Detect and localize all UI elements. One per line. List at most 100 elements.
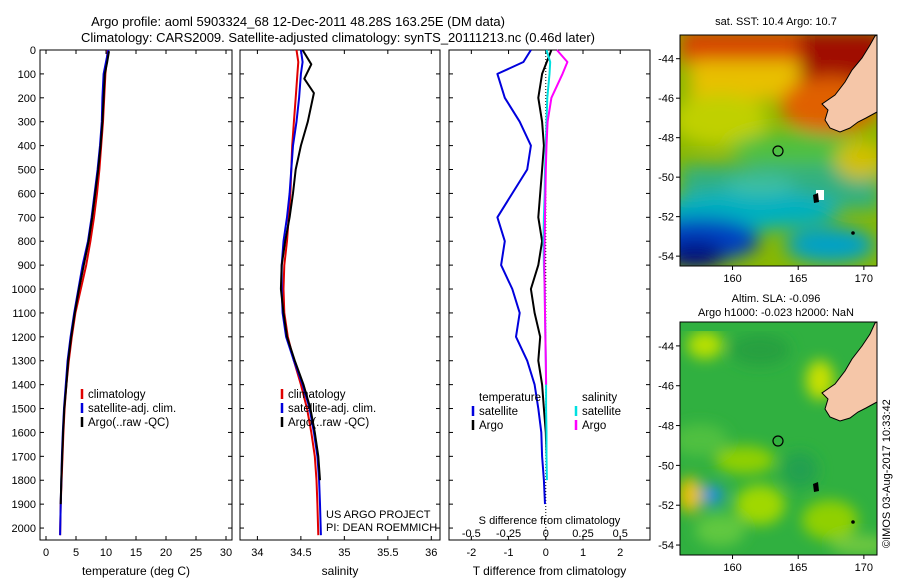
map-x-tick-label: 160 [723, 273, 741, 285]
x-tick-label: 35.5 [377, 547, 398, 559]
map-y-tick-label: -52 [658, 212, 674, 224]
legend-label: satellite-adj. clim. [88, 403, 176, 415]
x-axis-label: T difference from climatology [473, 564, 627, 578]
y-tick-label: 1500 [12, 404, 36, 416]
y-tick-label: 0 [30, 45, 36, 57]
difference-profile-panel: -2 -1 0 1 2 T difference from climatology S di… [448, 49, 651, 578]
y-tick-label: 200 [18, 93, 36, 105]
project-annotation: US ARGO PROJECT [326, 509, 431, 521]
x-tick-label: -2 [466, 547, 476, 559]
map-y-tick-label: -50 [658, 460, 674, 472]
x-tick-label: 20 [160, 547, 172, 559]
y-tick-label: 1100 [12, 308, 36, 320]
legend-label: satellite-adj. clim. [288, 403, 376, 415]
x-tick-label: -1 [504, 547, 514, 559]
legend-label: Argo(..raw -QC) [88, 417, 169, 429]
y-tick-label: 400 [18, 141, 36, 153]
sla-map-axes: 160 165 170 -44 -46 -48 -50 -52 -54 [658, 321, 878, 574]
y-tick-label: 1900 [12, 499, 36, 511]
s-diff-tick-label: 0.25 [572, 528, 593, 540]
legend-label: climatology [288, 389, 346, 401]
x-tick-label: 34.5 [290, 547, 311, 559]
x-tick-label: 15 [130, 547, 142, 559]
s-diff-tick-label: -0.25 [496, 528, 521, 540]
salinity-profile-panel: 34 34.5 35 35.5 36 salinity climatology satelli… [239, 49, 441, 578]
map-frame [679, 321, 878, 556]
legend-title-salinity: salinity [582, 392, 617, 404]
plot-frame [39, 49, 233, 541]
y-tick-label: 800 [18, 236, 36, 248]
x-tick-label: 35 [338, 547, 350, 559]
y-tick-label: 1400 [12, 380, 36, 392]
s-diff-axis-label: S difference from climatology [479, 515, 621, 527]
map-y-tick-label: -46 [658, 381, 674, 393]
y-tick-label: 1200 [12, 332, 36, 344]
y-tick-label: 100 [18, 69, 36, 81]
y-tick-label: 1700 [12, 451, 36, 463]
map-y-tick-label: -46 [658, 93, 674, 105]
sla-map-title: Altim. SLA: -0.096 [732, 293, 821, 305]
sst-map [680, 35, 877, 266]
map-y-tick-label: -50 [658, 172, 674, 184]
pi-annotation: PI: DEAN ROEMMICH [326, 522, 437, 534]
series-line-argo-raw-qc- [279, 49, 321, 481]
x-tick-label: 5 [73, 547, 79, 559]
y-tick-label: 1300 [12, 356, 36, 368]
legend-label: Argo [582, 420, 606, 432]
y-tick-label: 1000 [12, 284, 36, 296]
series-line-temperature-argo [529, 49, 553, 457]
y-tick-label: 700 [18, 212, 36, 224]
legend-label: climatology [88, 389, 146, 401]
map-frame [679, 34, 878, 267]
legend-label: Argo [479, 420, 503, 432]
x-tick-label: 2 [617, 547, 623, 559]
legend-label: satellite [479, 406, 518, 418]
s-diff-tick-label: -0.5 [462, 528, 481, 540]
s-diff-tick-label: 0 [543, 528, 549, 540]
s-diff-tick-label: 0.5 [613, 528, 628, 540]
plot-frame [239, 49, 441, 541]
series-line-salinity-argo [543, 49, 569, 385]
sla-argo-position-marker [772, 435, 784, 447]
y-tick-label: 500 [18, 165, 36, 177]
plot-frame [448, 49, 651, 541]
sst-argo-position-marker [772, 145, 784, 157]
map-x-tick-label: 170 [855, 273, 873, 285]
map-x-tick-label: 160 [723, 562, 741, 574]
x-tick-label: 1 [580, 547, 586, 559]
x-tick-label: 34 [251, 547, 263, 559]
y-tick-label: 600 [18, 188, 36, 200]
map-y-tick-label: -52 [658, 500, 674, 512]
y-tick-label: 900 [18, 260, 36, 272]
sla-map [680, 322, 877, 555]
map-y-tick-label: -54 [658, 251, 674, 263]
map-x-tick-label: 165 [789, 273, 807, 285]
map-y-tick-label: -48 [658, 133, 674, 145]
map-y-tick-label: -44 [658, 341, 674, 353]
sst-map-title: sat. SST: 10.4 Argo: 10.7 [715, 16, 837, 28]
y-tick-label: 2000 [12, 523, 36, 535]
figure-title: Argo profile: aoml 5903324_68 12-Dec-201… [91, 14, 505, 29]
y-tick-label: 300 [18, 117, 36, 129]
temperature-profile-panel: 0 5 10 15 20 25 300100200300400500600700800900… [12, 45, 233, 578]
map-x-tick-label: 165 [789, 562, 807, 574]
y-tick-label: 1800 [12, 475, 36, 487]
sst-map-axes: 160 165 170 -44 -46 -48 -50 -52 -54 [658, 34, 878, 285]
x-tick-label: 25 [190, 547, 202, 559]
y-tick-label: 1600 [12, 427, 36, 439]
map-x-tick-label: 170 [855, 562, 873, 574]
legend-label: satellite [582, 406, 621, 418]
series-line-temperature-satellite [496, 49, 546, 505]
legend-title-temperature: temperature [479, 392, 541, 404]
x-tick-label: 0 [43, 547, 49, 559]
x-axis-label: salinity [322, 564, 359, 578]
x-tick-label: 10 [100, 547, 112, 559]
imos-credit: ©IMOS 03-Aug-2017 10:33:42 [881, 399, 893, 548]
map-y-tick-label: -48 [658, 421, 674, 433]
x-tick-label: 36 [425, 547, 437, 559]
figure-subtitle: Climatology: CARS2009. Satellite-adjuste… [81, 30, 595, 45]
sla-map-subtitle: Argo h1000: -0.023 h2000: NaN [698, 307, 854, 319]
series-line-climatology [282, 49, 320, 536]
x-tick-label: 0 [543, 547, 549, 559]
